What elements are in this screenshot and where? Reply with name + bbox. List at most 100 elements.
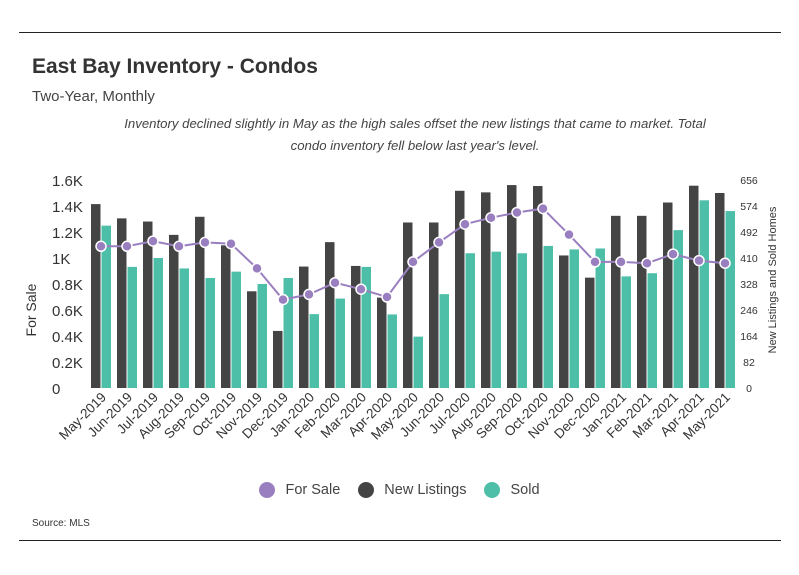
left-axis-tick-label: 0.4K	[52, 329, 83, 346]
legend-item-for-sale: For Sale	[259, 482, 340, 498]
sold-bar	[387, 314, 397, 388]
new-listings-bar	[455, 190, 465, 388]
sold-bar	[153, 258, 163, 388]
sold-bar	[673, 230, 683, 388]
right-axis-tick-label: 328	[740, 279, 758, 291]
for-sale-point	[693, 254, 705, 267]
for-sale-point	[485, 211, 497, 224]
right-axis-tick-label: 82	[743, 357, 755, 369]
sold-bar	[231, 271, 241, 388]
sold-bar	[725, 211, 735, 388]
legend: For Sale New Listings Sold	[0, 482, 799, 498]
sold-bar	[361, 266, 371, 388]
for-sale-point	[563, 228, 575, 241]
new-listings-bar	[351, 265, 361, 388]
for-sale-point	[173, 240, 185, 253]
for-sale-point	[433, 236, 445, 249]
sold-bar	[439, 294, 449, 388]
left-axis-tick-label: 0.6K	[52, 303, 83, 320]
chart-subtitle: Two-Year, Monthly	[32, 88, 155, 105]
for-sale-point	[589, 256, 601, 268]
sold-bar	[127, 266, 137, 388]
sold-bar	[491, 251, 501, 388]
bottom-rule	[19, 540, 781, 541]
new-listings-bar	[377, 297, 387, 388]
new-listings-bar	[585, 277, 595, 388]
sold-bar	[179, 268, 189, 388]
for-sale-point	[667, 248, 679, 260]
sold-bar	[101, 225, 111, 388]
new-listings-bar	[663, 202, 673, 388]
new-listings-bar	[637, 215, 647, 388]
for-sale-point	[407, 256, 419, 268]
new-listings-bar	[533, 186, 543, 388]
sold-bar	[257, 284, 267, 388]
new-listings-bar	[247, 291, 257, 388]
new-listings-bar	[559, 255, 569, 388]
right-axis-tick-label: 0	[746, 383, 752, 395]
right-axis-tick-label: 492	[740, 227, 758, 239]
right-axis-title: New Listings and Sold Homes	[767, 206, 779, 353]
new-listings-bar	[611, 215, 621, 388]
legend-swatch-new-listings	[358, 482, 375, 498]
new-listings-bar	[689, 185, 699, 388]
chart-title: East Bay Inventory - Condos	[32, 55, 318, 78]
sold-bar	[413, 336, 423, 388]
sold-bar	[543, 245, 553, 388]
for-sale-point	[641, 257, 653, 269]
for-sale-point	[329, 276, 341, 289]
for-sale-point	[381, 291, 393, 303]
for-sale-point	[95, 240, 107, 253]
new-listings-bar	[403, 222, 413, 388]
for-sale-line	[101, 207, 726, 301]
new-listings-bar	[169, 234, 179, 388]
for-sale-point	[303, 288, 315, 301]
for-sale-point	[121, 240, 133, 253]
chart-area: 0 0.2K 0.4K 0.6K 0.8K 1K 1.2K 1.4K 1.6K 0 82 164 246…	[23, 173, 779, 443]
left-axis-tick-label: 1.4K	[52, 199, 83, 216]
legend-label-new-listings: New Listings	[384, 482, 467, 498]
sold-bar	[699, 200, 709, 388]
for-sale-point	[199, 236, 211, 249]
chart-caption: Inventory declined slightly in May as th…	[124, 116, 706, 153]
left-axis-tick-label: 1.6K	[52, 173, 83, 190]
for-sale-point	[719, 257, 731, 269]
new-listings-bar	[273, 330, 283, 388]
for-sale-point	[615, 256, 627, 268]
left-axis-tick-label: 0.8K	[52, 277, 83, 294]
sold-bar	[465, 253, 475, 388]
new-listings-bar	[195, 216, 205, 388]
new-listings-bar	[91, 204, 101, 388]
new-listings-bar	[221, 245, 231, 388]
sold-bar	[647, 273, 657, 388]
new-listings-bar	[507, 185, 517, 388]
source-note: Source: MLS	[32, 518, 90, 529]
for-sale-point	[355, 283, 367, 295]
right-axis-tick-label: 246	[740, 305, 758, 317]
left-axis-title: For Sale	[23, 283, 39, 336]
for-sale-point	[251, 262, 263, 275]
sold-bar	[569, 249, 579, 388]
sold-bar	[335, 298, 345, 388]
legend-swatch-for-sale	[259, 482, 276, 498]
right-axis-tick-label: 164	[740, 331, 758, 343]
right-axis-tick-label: 410	[740, 253, 758, 265]
sold-bar	[309, 314, 319, 388]
legend-item-sold: Sold	[484, 482, 540, 498]
new-listings-bar	[325, 242, 335, 388]
sold-bar	[205, 277, 215, 388]
for-sale-point	[147, 235, 159, 247]
new-listings-bar	[429, 222, 439, 388]
right-axis-tick-label: 656	[740, 175, 758, 187]
sold-bar	[517, 253, 527, 388]
new-listings-bar	[299, 266, 309, 388]
for-sale-point	[537, 202, 549, 215]
left-axis-tick-label: 1K	[52, 251, 70, 268]
sold-bar	[595, 248, 605, 388]
right-axis-tick-label: 574	[740, 201, 758, 213]
left-axis-tick-label: 0.2K	[52, 355, 83, 372]
legend-label-for-sale: For Sale	[285, 482, 341, 498]
sold-bar	[621, 276, 631, 388]
legend-item-new-listings: New Listings	[358, 482, 466, 498]
left-axis-tick-label: 1.2K	[52, 225, 83, 242]
